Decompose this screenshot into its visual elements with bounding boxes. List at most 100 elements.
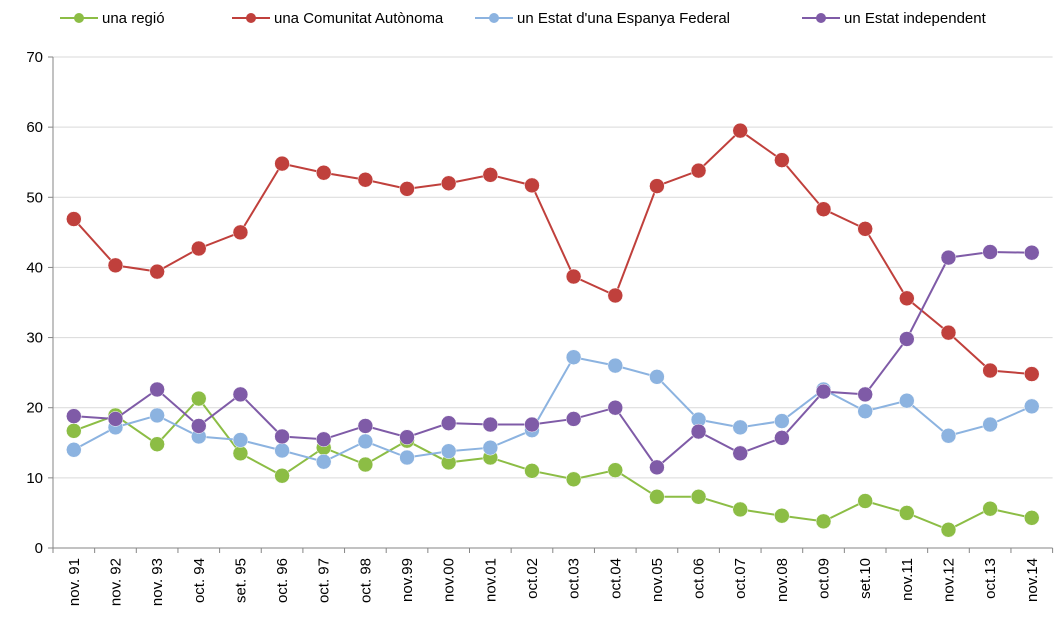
point: [815, 201, 832, 217]
legend-marker: [74, 13, 84, 23]
point: [982, 362, 998, 379]
point: [524, 416, 540, 433]
point: [357, 456, 374, 473]
point: [774, 430, 790, 446]
x-tick-label: oct.07: [732, 558, 749, 599]
point: [649, 489, 665, 505]
point: [815, 513, 832, 530]
point: [565, 268, 582, 285]
point: [774, 152, 790, 168]
x-tick-label: oct.06: [691, 558, 708, 599]
point: [690, 489, 707, 505]
point: [774, 507, 790, 524]
x-tick-label: oct.04: [607, 558, 624, 599]
y-tick-label: 20: [26, 400, 43, 417]
point: [274, 468, 290, 484]
point: [107, 411, 124, 427]
point: [66, 423, 82, 439]
point: [940, 249, 957, 266]
y-tick-label: 70: [26, 49, 43, 66]
point: [982, 416, 998, 433]
point: [607, 357, 624, 374]
point: [607, 462, 624, 478]
point: [649, 369, 665, 385]
point: [857, 493, 873, 509]
point: [857, 403, 873, 419]
point: [274, 428, 290, 445]
point: [191, 418, 207, 434]
point: [482, 416, 499, 433]
point: [607, 399, 624, 416]
point: [66, 211, 82, 227]
point: [232, 432, 249, 448]
point: [940, 324, 957, 341]
x-tick-label: nov.14: [1024, 558, 1041, 602]
x-tick-label: nov.01: [482, 558, 499, 602]
point: [66, 442, 82, 458]
point: [649, 178, 665, 194]
x-tick-label: nov.05: [649, 558, 666, 602]
point: [1024, 398, 1040, 415]
point: [899, 392, 915, 409]
point: [1024, 510, 1040, 526]
point: [1024, 366, 1040, 382]
point: [565, 411, 582, 427]
point: [149, 407, 165, 424]
x-tick-label: oct. 97: [316, 558, 333, 603]
x-tick-label: nov. 91: [66, 558, 83, 606]
x-tick-label: oct. 98: [357, 558, 374, 603]
point: [940, 428, 957, 444]
point: [649, 459, 665, 476]
point: [982, 244, 998, 260]
point: [357, 172, 374, 188]
point: [357, 418, 374, 434]
series-line: [73, 397, 1032, 531]
y-tick-label: 30: [26, 330, 43, 347]
point: [232, 445, 249, 462]
legend-label: un Estat d'una Espanya Federal: [517, 10, 730, 27]
point: [690, 162, 707, 179]
x-tick-label: nov.11: [899, 558, 916, 601]
point: [524, 463, 540, 479]
x-tick-label: nov.08: [774, 558, 791, 602]
point: [857, 221, 873, 237]
x-tick-label: nov.00: [441, 558, 458, 602]
y-tick-label: 10: [26, 470, 43, 487]
point: [440, 175, 457, 192]
point: [607, 287, 624, 304]
point: [440, 415, 457, 431]
y-tick-label: 0: [35, 540, 43, 557]
x-tick-label: nov.12: [940, 558, 957, 602]
series-line: [73, 250, 1032, 469]
point: [774, 413, 790, 429]
x-tick-label: oct.09: [816, 558, 833, 599]
point: [482, 439, 499, 456]
point: [940, 522, 957, 538]
point: [399, 429, 415, 445]
point: [191, 390, 207, 407]
point: [232, 224, 249, 241]
point: [732, 501, 748, 518]
y-tick-label: 40: [26, 259, 43, 276]
legend-marker: [489, 13, 499, 23]
point: [399, 181, 415, 197]
point: [732, 445, 748, 462]
point: [899, 290, 915, 307]
y-tick-label: 60: [26, 119, 43, 136]
legend-marker: [816, 13, 826, 23]
point: [524, 177, 540, 194]
legend-label: una regió: [102, 10, 165, 27]
point: [232, 386, 249, 403]
point: [982, 500, 998, 517]
point: [899, 331, 915, 347]
point: [565, 349, 582, 365]
legend-marker: [246, 13, 256, 23]
point: [732, 122, 748, 139]
legend-label: un Estat independent: [844, 10, 987, 27]
point: [440, 443, 457, 459]
point: [107, 257, 124, 274]
x-tick-label: nov. 92: [107, 558, 124, 606]
point: [1024, 244, 1040, 261]
point: [857, 386, 873, 403]
